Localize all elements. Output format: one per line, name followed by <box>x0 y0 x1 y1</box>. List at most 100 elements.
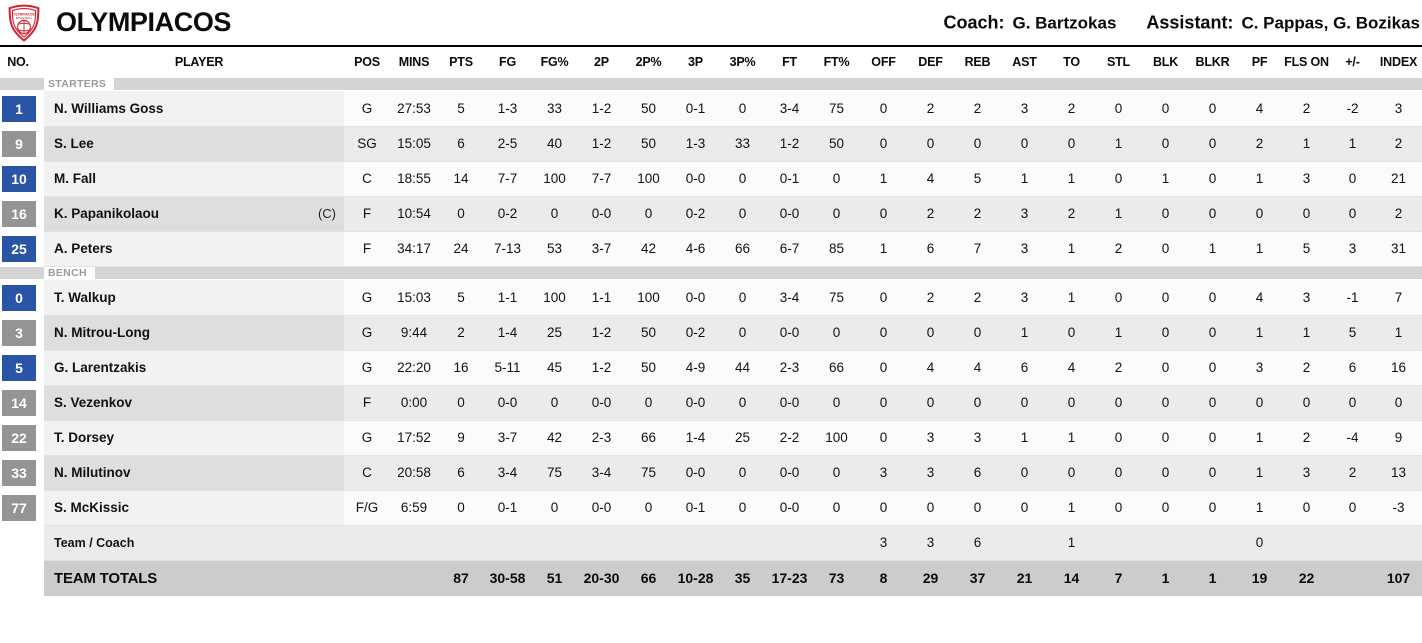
player-name-cell[interactable]: T. Walkup <box>44 280 344 316</box>
stat-fg: 3-7 <box>484 420 531 456</box>
player-name-cell[interactable]: M. Fall <box>44 161 344 197</box>
team-coach-row-blk <box>1142 525 1189 561</box>
col-header-off[interactable]: OFF <box>860 45 907 77</box>
col-header-fg[interactable]: FG <box>484 45 531 77</box>
jersey-badge: 9 <box>2 130 36 157</box>
col-header-pos[interactable]: POS <box>344 45 390 77</box>
col-header-blk[interactable]: BLK <box>1142 45 1189 77</box>
col-header-pf[interactable]: PF <box>1236 45 1283 77</box>
table-row[interactable]: 33 N. Milutinov C 20:58 6 3-4 75 3-4 75 0-0 0 0-0 0 3… <box>0 455 1422 491</box>
jersey-badge: 1 <box>2 95 36 122</box>
stat-pts: 9 <box>438 420 484 456</box>
table-row[interactable]: 22 T. Dorsey G 17:52 9 3-7 42 2-3 66 1-4 25 2-2 100 0… <box>0 420 1422 456</box>
col-header-player[interactable]: PLAYER <box>44 45 344 77</box>
col-header-flson[interactable]: FLS ON <box>1283 45 1330 77</box>
col-header-index[interactable]: INDEX <box>1375 45 1422 77</box>
stat-pos: G <box>344 315 390 351</box>
team-coach-row-reb: 6 <box>954 525 1001 561</box>
player-name-cell[interactable]: G. Larentzakis <box>44 350 344 386</box>
table-row[interactable]: 16 K. Papanikolaou (C) F 10:54 0 0-2 0 0-0 0 0-2 0 0… <box>0 196 1422 232</box>
stat-p2p: 66 <box>625 420 672 456</box>
section-label-0: STARTERS <box>44 78 115 90</box>
stat-fgp: 40 <box>531 126 578 162</box>
col-header-ft[interactable]: FT <box>766 45 813 77</box>
col-header-def[interactable]: DEF <box>907 45 954 77</box>
col-header-2p[interactable]: 2P <box>578 45 625 77</box>
player-name-cell[interactable]: N. Mitrou-Long <box>44 315 344 351</box>
stat-blkr: 0 <box>1189 91 1236 127</box>
col-header-2pp[interactable]: 2P% <box>625 45 672 77</box>
jersey-number-cell: 16 <box>0 196 36 231</box>
stat-blk: 0 <box>1142 280 1189 316</box>
stat-reb: 2 <box>954 91 1001 127</box>
team-totals-row-fgp: 51 <box>531 560 578 596</box>
table-row[interactable]: 14 S. Vezenkov F 0:00 0 0-0 0 0-0 0 0-0 0 0-0 0 0 0 0 0 0… <box>0 385 1422 421</box>
col-header-ast[interactable]: AST <box>1001 45 1048 77</box>
table-row[interactable]: 25 A. Peters F 34:17 24 7-13 53 3-7 42 4-6 66 6-7 85… <box>0 231 1422 267</box>
col-header-reb[interactable]: REB <box>954 45 1001 77</box>
stat-pm: -1 <box>1330 280 1375 316</box>
stat-index: 3 <box>1375 91 1422 127</box>
player-name-cell[interactable]: S. McKissic <box>44 490 344 526</box>
table-row[interactable]: 0 T. Walkup G 15:03 5 1-1 100 1-1 100 0-0 0 3-4 75 0 2… <box>0 280 1422 316</box>
player-name-cell[interactable]: N. Milutinov <box>44 455 344 491</box>
player-name-cell[interactable]: N. Williams Goss <box>44 91 344 127</box>
col-header-pm[interactable]: +/- <box>1330 45 1375 77</box>
stat-off: 1 <box>860 161 907 197</box>
table-row[interactable]: 9 S. Lee SG 15:05 6 2-5 40 1-2 50 1-3 33 1-2 50 0 0 0 0 0… <box>0 126 1422 162</box>
col-header-3p[interactable]: 3P <box>672 45 719 77</box>
col-header-stl[interactable]: STL <box>1095 45 1142 77</box>
table-row[interactable]: 5 G. Larentzakis G 22:20 16 5-11 45 1-2 50 4-9 44 2… <box>0 350 1422 386</box>
stat-p3: 1-3 <box>672 126 719 162</box>
table-row[interactable]: 3 N. Mitrou-Long G 9:44 2 1-4 25 1-2 50 0-2 0 0-0 0 0… <box>0 315 1422 351</box>
stat-stl: 0 <box>1095 161 1142 197</box>
stat-pos: F <box>344 231 390 267</box>
team-coach-row-p3p <box>719 525 766 561</box>
stat-pos: F <box>344 385 390 421</box>
team-totals-row-ast: 21 <box>1001 560 1048 596</box>
col-header-ftp[interactable]: FT% <box>813 45 860 77</box>
table-row[interactable]: 77 S. McKissic F/G 6:59 0 0-1 0 0-0 0 0-1 0 0-0 0 0 0 0… <box>0 490 1422 526</box>
stat-fg: 7-7 <box>484 161 531 197</box>
stat-pos: SG <box>344 126 390 162</box>
col-header-mins[interactable]: MINS <box>390 45 438 77</box>
stat-pf: 1 <box>1236 161 1283 197</box>
stat-p3p: 33 <box>719 126 766 162</box>
jersey-number-cell: 22 <box>0 420 36 455</box>
player-name-cell[interactable]: S. Lee <box>44 126 344 162</box>
col-header-blkr[interactable]: BLKR <box>1189 45 1236 77</box>
col-header-fgp[interactable]: FG% <box>531 45 578 77</box>
stat-ftp: 100 <box>813 420 860 456</box>
col-header-pts[interactable]: PTS <box>438 45 484 77</box>
stat-ftp: 0 <box>813 315 860 351</box>
player-name-cell[interactable]: A. Peters <box>44 231 344 267</box>
stat-off: 0 <box>860 91 907 127</box>
table-row[interactable]: 10 M. Fall C 18:55 14 7-7 100 7-7 100 0-0 0 0-1 0 1 4 5… <box>0 161 1422 197</box>
stat-reb: 2 <box>954 280 1001 316</box>
player-name-cell[interactable]: K. Papanikolaou (C) <box>44 196 344 232</box>
stat-ast: 0 <box>1001 385 1048 421</box>
section-label-1: BENCH <box>44 267 95 280</box>
stat-ast: 1 <box>1001 315 1048 351</box>
stat-to: 1 <box>1048 231 1095 267</box>
stat-pf: 1 <box>1236 490 1283 526</box>
stat-p3p: 0 <box>719 455 766 491</box>
player-name-cell[interactable]: S. Vezenkov <box>44 385 344 421</box>
assistant-label: Assistant: <box>1146 12 1234 32</box>
row-spacer <box>36 231 44 266</box>
col-header-no[interactable]: NO. <box>0 45 36 77</box>
col-header-3pp[interactable]: 3P% <box>719 45 766 77</box>
col-header-to[interactable]: TO <box>1048 45 1095 77</box>
header-row: NO. PLAYER POS MINS PTS FG FG% 2P 2P% 3P… <box>0 45 1422 77</box>
stat-reb: 4 <box>954 350 1001 386</box>
team-totals-row-to: 14 <box>1048 560 1095 596</box>
stat-flson: 1 <box>1283 126 1330 162</box>
stat-ast: 1 <box>1001 420 1048 456</box>
player-name-cell[interactable]: T. Dorsey <box>44 420 344 456</box>
row-spacer <box>36 490 44 525</box>
stat-blk: 0 <box>1142 455 1189 491</box>
stat-blk: 0 <box>1142 420 1189 456</box>
stat-flson: 5 <box>1283 231 1330 267</box>
table-row[interactable]: 1 N. Williams Goss G 27:53 5 1-3 33 1-2 50 0-1 0 3-… <box>0 91 1422 127</box>
stat-fgp: 100 <box>531 280 578 316</box>
